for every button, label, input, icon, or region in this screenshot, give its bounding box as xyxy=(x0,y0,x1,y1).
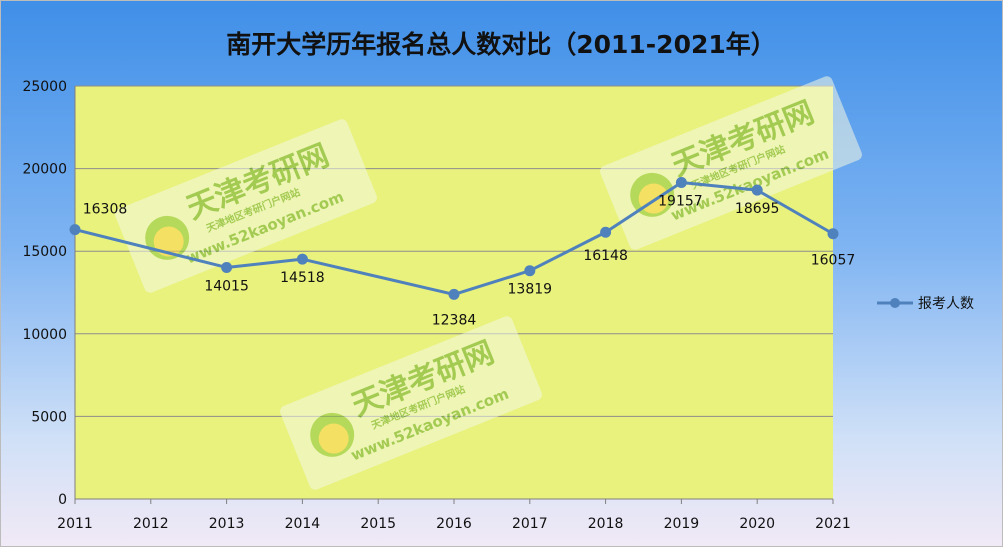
x-tick-label: 2011 xyxy=(57,516,93,532)
data-point xyxy=(675,177,687,189)
x-tick-label: 2017 xyxy=(512,516,548,532)
chart-title: 南开大学历年报名总人数对比（2011-2021年） xyxy=(226,30,776,59)
series-layer xyxy=(69,177,839,300)
y-tick-label: 0 xyxy=(58,492,67,508)
data-label: 19157 xyxy=(658,194,703,210)
x-tick-label: 2012 xyxy=(133,516,169,532)
legend: 报考人数 xyxy=(877,296,974,312)
y-tick-label: 20000 xyxy=(22,162,67,178)
axes: 0 5000 10000 15000 20000 25000 2011 2012 2013 201… xyxy=(22,79,850,532)
data-label: 14015 xyxy=(204,278,249,294)
x-tick-label: 2015 xyxy=(360,516,396,532)
x-tick-label: 2021 xyxy=(815,516,851,532)
watermark-sun-icon xyxy=(153,226,184,257)
data-label: 13819 xyxy=(508,282,553,298)
data-label: 18695 xyxy=(735,201,780,217)
data-point xyxy=(221,261,233,273)
data-point xyxy=(751,184,763,196)
data-label: 16057 xyxy=(811,253,856,269)
x-tick-label: 2013 xyxy=(209,516,245,532)
data-point xyxy=(524,265,536,277)
data-labels: 16308 14015 14518 12384 13819 16148 19157 18695… xyxy=(83,194,856,329)
watermark-sun-icon xyxy=(318,423,349,454)
data-point xyxy=(296,253,308,265)
x-tick-label: 2020 xyxy=(739,516,775,532)
data-label: 16308 xyxy=(83,202,128,218)
y-tick-label: 10000 xyxy=(22,327,67,343)
data-point xyxy=(448,288,460,300)
legend-label: 报考人数 xyxy=(918,296,974,312)
y-tick-label: 5000 xyxy=(31,409,67,425)
x-tick-label: 2014 xyxy=(285,516,321,532)
y-tick-label: 25000 xyxy=(22,79,67,95)
data-point xyxy=(69,224,81,236)
legend-marker xyxy=(890,298,900,308)
data-label: 12384 xyxy=(432,312,477,328)
x-tick-label: 2018 xyxy=(588,516,624,532)
data-point xyxy=(600,226,612,238)
data-point xyxy=(827,228,839,240)
data-label: 16148 xyxy=(583,248,628,264)
x-tick-label: 2019 xyxy=(664,516,700,532)
y-tick-label: 15000 xyxy=(22,244,67,260)
data-label: 14518 xyxy=(280,270,325,286)
x-tick-label: 2016 xyxy=(436,516,472,532)
